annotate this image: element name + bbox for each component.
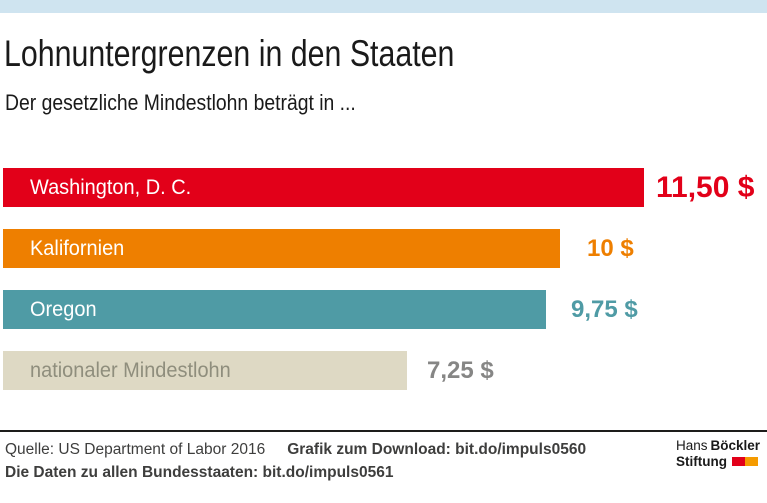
bar-row-oregon: Oregon 9,75 $ <box>3 290 638 329</box>
footer-all-states-link: Die Daten zu allen Bundesstaaten: bit.do… <box>5 464 394 481</box>
bar-row-nationaler-mindestlohn: nationaler Mindestlohn 7,25 $ <box>3 351 494 390</box>
footer-line-2: Die Daten zu allen Bundesstaaten: bit.do… <box>5 464 393 482</box>
bar-nationaler-mindestlohn: nationaler Mindestlohn <box>3 351 407 390</box>
logo-line-2: Stiftung <box>676 454 760 470</box>
bar-oregon: Oregon <box>3 290 546 329</box>
logo-line-1: Hans Böckler <box>676 438 760 454</box>
page-subtitle: Der gesetzliche Mindestlohn beträgt in .… <box>5 90 404 116</box>
logo-hans: Hans <box>676 438 708 453</box>
bar-value-kalifornien: 10 $ <box>587 234 634 262</box>
footer-download-link: Grafik zum Download: bit.do/impuls0560 <box>287 441 587 458</box>
bar-value-nationaler-mindestlohn: 7,25 $ <box>427 356 494 384</box>
logo-mark-red <box>731 456 745 466</box>
bar-value-oregon: 9,75 $ <box>571 295 638 323</box>
bar-label-oregon: Oregon <box>30 297 97 321</box>
top-accent-strip <box>0 0 767 13</box>
footer-source: Quelle: US Department of Labor 2016 <box>5 441 266 458</box>
bar-label-nationaler-mindestlohn: nationaler Mindestlohn <box>30 358 231 382</box>
logo-mark-icon <box>731 454 758 470</box>
logo-boeckler: Böckler <box>710 438 761 453</box>
bar-row-washington-dc: Washington, D. C. 11,50 $ <box>3 168 754 207</box>
page-title: Lohnuntergrenzen in den Staaten <box>4 33 553 75</box>
page-title-text: Lohnuntergrenzen in den Staaten <box>4 33 455 74</box>
bar-kalifornien: Kalifornien <box>3 229 560 268</box>
footer-divider <box>0 430 767 432</box>
bar-row-kalifornien: Kalifornien 10 $ <box>3 229 634 268</box>
page-subtitle-text: Der gesetzliche Mindestlohn beträgt in .… <box>5 90 356 115</box>
logo-mark-orange <box>744 456 758 466</box>
bar-washington-dc: Washington, D. C. <box>3 168 644 207</box>
bar-label-kalifornien: Kalifornien <box>30 236 125 260</box>
footer-line-1: Quelle: US Department of Labor 2016 Grafi… <box>5 441 586 459</box>
logo-stiftung: Stiftung <box>676 453 727 469</box>
bar-value-washington-dc: 11,50 $ <box>656 170 755 204</box>
hans-boeckler-stiftung-logo: Hans Böckler Stiftung <box>676 438 760 469</box>
bar-label-washington-dc: Washington, D. C. <box>30 175 192 199</box>
